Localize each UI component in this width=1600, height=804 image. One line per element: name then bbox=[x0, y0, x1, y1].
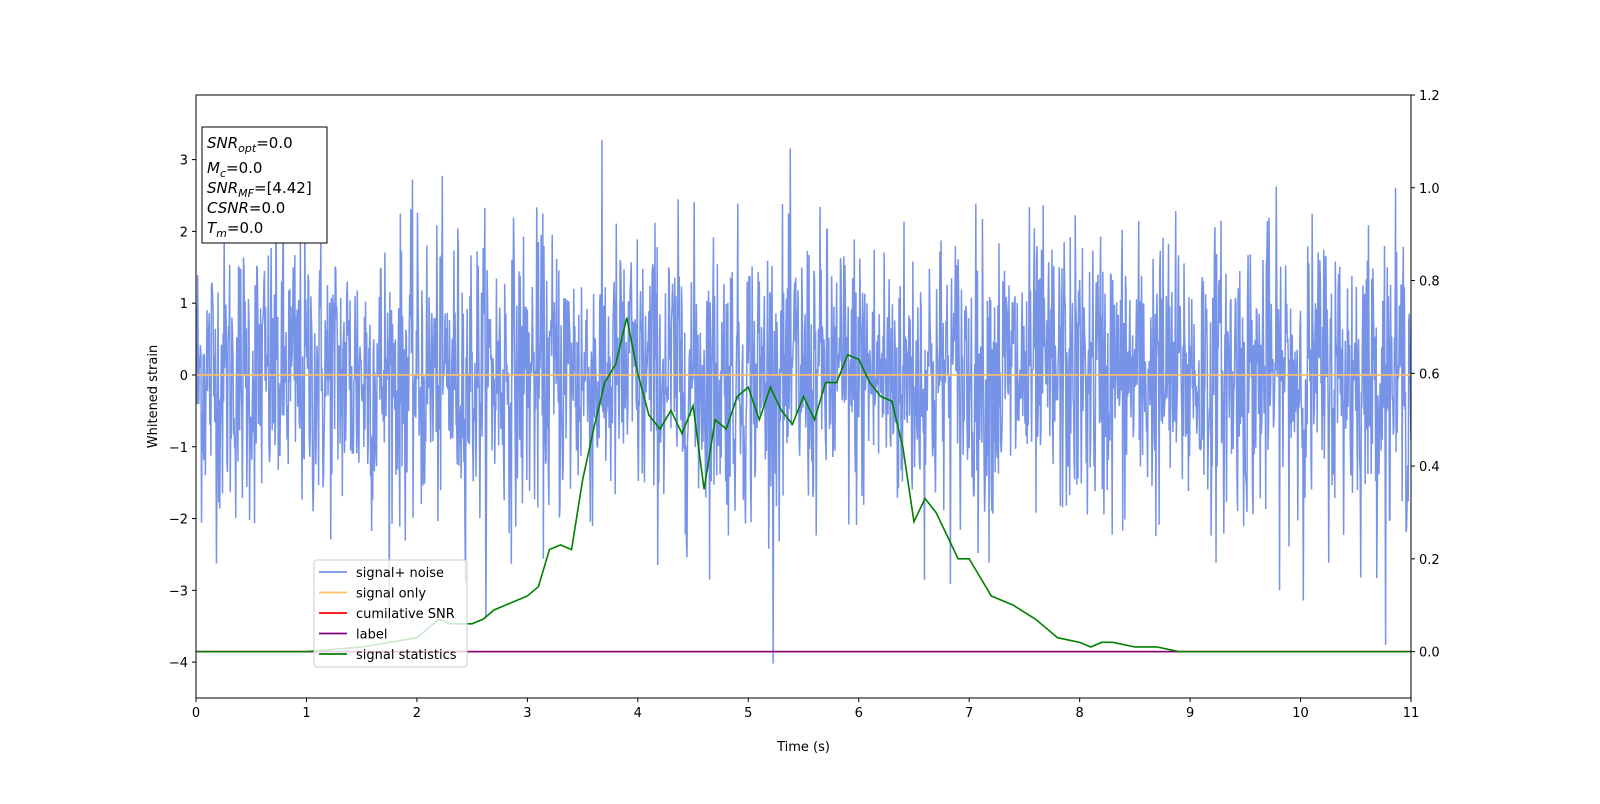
x-axis-label: Time (s) bbox=[776, 740, 830, 755]
y-left-tick-label: 3 bbox=[180, 154, 188, 169]
x-tick-label: 3 bbox=[523, 706, 531, 721]
y-left-tick-label: 0 bbox=[180, 369, 188, 384]
legend-entry-label: signal+ noise bbox=[356, 566, 444, 581]
y-right-tick-label: 0.4 bbox=[1419, 460, 1440, 475]
x-tick-label: 6 bbox=[855, 706, 863, 721]
series-signal-statistics bbox=[196, 317, 1411, 653]
info-box-frame bbox=[201, 126, 328, 244]
x-tick-label: 5 bbox=[744, 706, 752, 721]
y-right-tick-label: 0.8 bbox=[1419, 275, 1440, 290]
y-axis-left-ticks: −4 −3 −2 −1 0 1 2 3 bbox=[169, 154, 196, 671]
x-tick-label: 11 bbox=[1403, 706, 1420, 721]
x-tick-label: 9 bbox=[1186, 706, 1194, 721]
y-left-tick-label: −4 bbox=[169, 656, 188, 671]
y-left-tick-label: −2 bbox=[169, 513, 188, 528]
x-tick-label: 10 bbox=[1292, 706, 1309, 721]
info-box-line: SNRopt=0.0 bbox=[207, 134, 293, 155]
x-tick-label: 8 bbox=[1075, 706, 1083, 721]
y-right-tick-label: 0.2 bbox=[1419, 553, 1440, 568]
x-tick-label: 0 bbox=[192, 706, 200, 721]
legend-entry-label: signal only bbox=[356, 587, 426, 602]
info-box-line: Tm=0.0 bbox=[207, 219, 263, 240]
info-box-line: Mc=0.0 bbox=[207, 159, 262, 180]
info-box-line: SNRMF=[4.42] bbox=[207, 179, 312, 200]
legend-entry-label: signal statistics bbox=[356, 648, 457, 663]
y-right-tick-label: 0.0 bbox=[1419, 646, 1440, 661]
legend-entry-label: cumilative SNR bbox=[356, 607, 455, 622]
legend: signal+ noise signal only cumilative SNR la… bbox=[313, 559, 468, 668]
x-tick-label: 1 bbox=[302, 706, 310, 721]
x-tick-label: 2 bbox=[413, 706, 421, 721]
y-axis-right-ticks: 0.0 0.2 0.4 0.6 0.8 1.0 1.2 bbox=[1411, 89, 1440, 661]
y-left-tick-label: 2 bbox=[180, 225, 188, 240]
x-tick-label: 4 bbox=[634, 706, 642, 721]
y-right-tick-label: 0.6 bbox=[1419, 367, 1440, 382]
y-right-tick-label: 1.2 bbox=[1419, 89, 1440, 104]
legend-entry-label: label bbox=[356, 628, 387, 643]
y-left-tick-label: −1 bbox=[169, 441, 188, 456]
y-right-tick-label: 1.0 bbox=[1419, 182, 1440, 197]
axes-frame bbox=[195, 94, 1412, 699]
legend-frame bbox=[313, 559, 468, 668]
y-left-tick-label: 1 bbox=[180, 297, 188, 312]
y-axis-label: Whitened strain bbox=[146, 345, 161, 448]
y-left-tick-label: −3 bbox=[169, 584, 188, 599]
x-tick-label: 7 bbox=[965, 706, 973, 721]
series-signal-noise bbox=[196, 139, 1411, 664]
noise-series-layer bbox=[196, 139, 1411, 664]
info-box-line: CSNR=0.0 bbox=[207, 199, 285, 217]
x-axis-ticks: 0 1 2 3 4 5 6 7 8 9 10 11 bbox=[192, 698, 1419, 721]
